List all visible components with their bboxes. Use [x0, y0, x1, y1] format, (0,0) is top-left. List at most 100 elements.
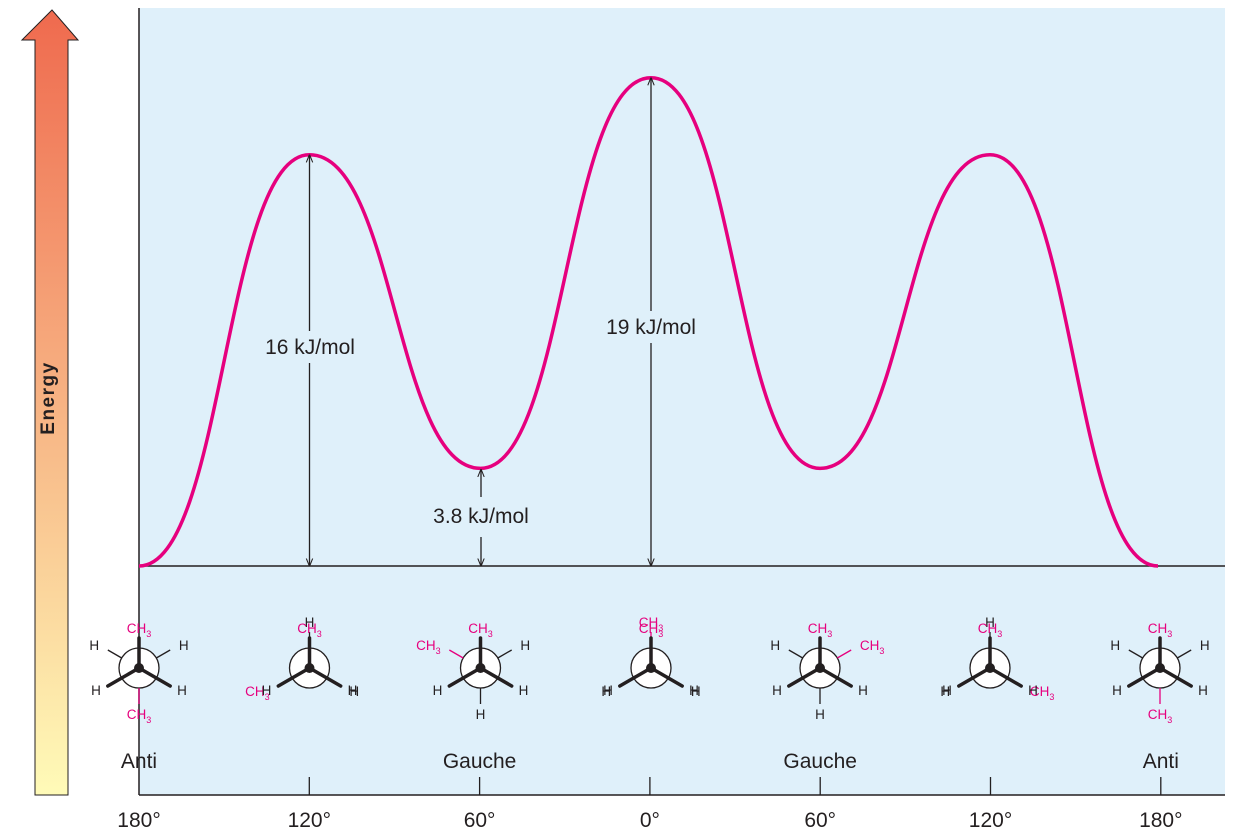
hydrogen-label: H — [815, 707, 825, 722]
hydrogen-label: H — [985, 615, 995, 630]
hydrogen-label: H — [691, 684, 701, 699]
methyl-label: CH3 — [808, 621, 833, 639]
x-ticks: 180° 120° 60° 0° 60° 120° 180° — [117, 777, 1183, 832]
methyl-label: CH3 — [639, 621, 664, 639]
hydrogen-label: H — [689, 683, 699, 698]
x-tick-label: 60° — [464, 809, 496, 832]
x-tick-label: 0° — [640, 809, 660, 832]
front-carbon-dot — [1155, 663, 1165, 673]
x-tick-label: 120° — [288, 809, 331, 832]
hydrogen-label: H — [519, 683, 529, 698]
front-bond — [988, 666, 1023, 688]
methyl-label: CH3 — [468, 621, 493, 639]
label-19-kjmol: 19 kJ/mol — [606, 316, 696, 339]
back-bond — [448, 649, 464, 659]
hydrogen-label: H — [1198, 683, 1208, 698]
back-bond — [497, 649, 513, 659]
x-tick-label: 60° — [804, 809, 836, 832]
methyl-label: CH3 — [416, 638, 441, 656]
hydrogen-label: H — [1028, 683, 1038, 698]
methyl-label: CH3 — [127, 707, 152, 725]
methyl-label: CH3 — [1148, 621, 1173, 639]
methyl-label: CH3 — [1030, 684, 1055, 702]
methyl-label: CH3 — [860, 638, 885, 656]
front-bond — [957, 666, 992, 688]
front-carbon-dot — [304, 663, 315, 673]
hydrogen-label: H — [858, 683, 868, 698]
newman-projection: CH3 H H CH3 H H — [89, 621, 188, 725]
back-bond — [155, 649, 171, 659]
front-carbon-dot — [985, 663, 995, 673]
hydrogen-label: H — [942, 683, 952, 698]
label-16-kjmol: 16 kJ/mol — [265, 336, 355, 359]
conformation-label: Gauche — [443, 750, 517, 773]
back-bond — [107, 649, 123, 659]
hydrogen-label: H — [1112, 683, 1122, 698]
label-3-8-bg — [414, 500, 548, 532]
hydrogen-label: H — [601, 684, 611, 699]
back-bond — [1128, 649, 1144, 659]
hydrogen-label: H — [433, 683, 443, 698]
front-bond — [447, 666, 483, 688]
conformation-label: Anti — [121, 750, 157, 773]
methyl-label: CH3 — [127, 621, 152, 639]
hydrogen-label: H — [940, 684, 950, 699]
newman-projection: CH3 H H CH3 H H — [770, 621, 884, 722]
front-bond — [137, 666, 172, 688]
energy-axis-label: Energy — [38, 361, 59, 434]
hydrogen-label: H — [305, 615, 315, 630]
hydrogen-label: H — [1200, 638, 1210, 653]
label-19-bg — [590, 311, 712, 343]
methyl-label: CH3 — [639, 615, 664, 633]
front-carbon-dot — [815, 663, 825, 673]
hydrogen-label: H — [91, 683, 101, 698]
front-bond — [276, 666, 312, 688]
conformation-labels: Anti Gauche Gauche Anti — [121, 750, 1179, 773]
front-bond — [649, 666, 684, 688]
energy-arrow — [20, 9, 80, 796]
newman-projection: CH3 H H CH3 H H — [416, 621, 530, 722]
hydrogen-label: H — [772, 683, 782, 698]
front-carbon-dot — [646, 663, 656, 673]
newman-projection: CH3 H H CH3 H H — [1110, 621, 1209, 725]
hydrogen-label: H — [349, 684, 359, 699]
conformation-label: Gauche — [783, 750, 857, 773]
methyl-label: CH3 — [1148, 707, 1173, 725]
label-3-8-kjmol: 3.8 kJ/mol — [433, 505, 529, 528]
front-bond — [1127, 666, 1162, 688]
hydrogen-label: H — [770, 638, 780, 653]
hydrogen-label: H — [262, 683, 272, 698]
label-16-bg — [250, 331, 372, 363]
front-bond — [787, 666, 822, 688]
front-bond — [818, 666, 853, 688]
front-bond — [1158, 666, 1193, 688]
methyl-label: CH3 — [245, 684, 270, 702]
front-bond — [478, 666, 514, 688]
back-bond — [1176, 649, 1192, 659]
front-carbon-dot — [134, 663, 144, 673]
x-tick-label: 120° — [969, 809, 1012, 832]
front-carbon-dot — [475, 663, 486, 673]
hydrogen-label: H — [603, 683, 613, 698]
hydrogen-label: H — [476, 707, 486, 722]
x-tick-label: 180° — [117, 809, 160, 832]
front-bond — [307, 666, 343, 688]
front-bond — [106, 666, 141, 688]
hydrogen-label: H — [179, 638, 189, 653]
front-bond — [618, 666, 653, 688]
hydrogen-label: H — [520, 638, 530, 653]
hydrogen-label: H — [1110, 638, 1120, 653]
back-bond — [788, 649, 804, 659]
hydrogen-label: H — [348, 683, 358, 698]
x-tick-label: 180° — [1139, 809, 1182, 832]
back-bond — [836, 649, 852, 659]
hydrogen-label: H — [177, 683, 187, 698]
methyl-label: CH3 — [297, 621, 322, 639]
hydrogen-label: H — [89, 638, 99, 653]
methyl-label: CH3 — [978, 621, 1003, 639]
